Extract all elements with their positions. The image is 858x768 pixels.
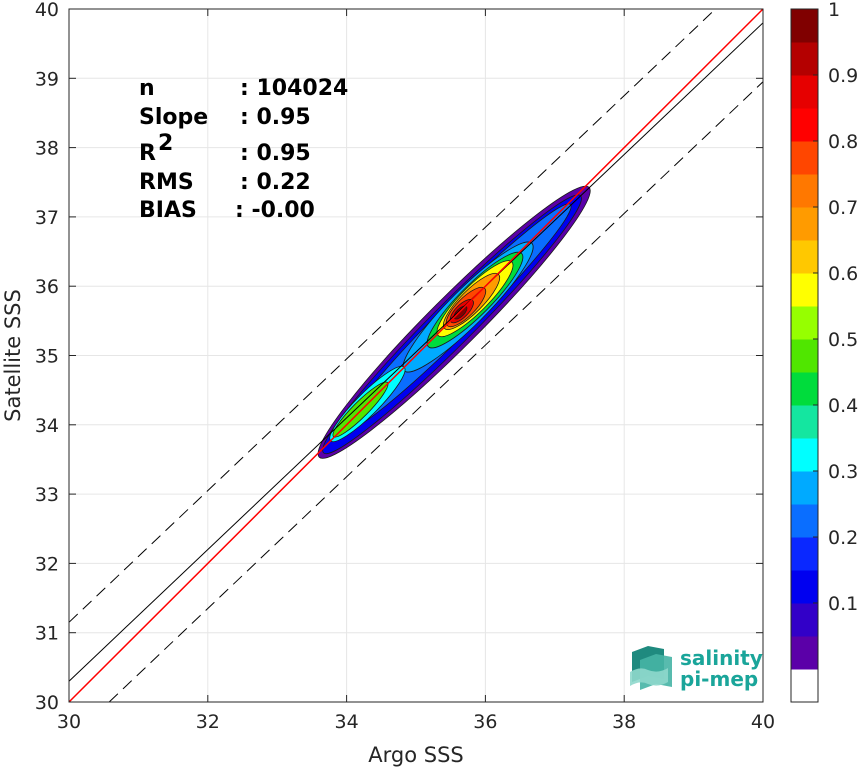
- x-tick-label: 32: [196, 711, 220, 733]
- y-tick-label: 36: [35, 276, 59, 298]
- colorbar-tick-label: 0.7: [828, 197, 858, 219]
- regression-line: [68, 22, 764, 682]
- stat-value: : 0.22: [240, 170, 311, 195]
- stat-value: : 0.95: [240, 141, 311, 166]
- x-tick-label: 40: [751, 711, 775, 733]
- y-tick-label: 30: [35, 692, 59, 714]
- colorbar-bin: [791, 471, 818, 505]
- colorbar-tick-label: 0.4: [828, 395, 858, 417]
- colorbar-bin: [791, 75, 818, 109]
- y-tick-label: 38: [35, 138, 59, 160]
- colorbar-tick-label: 0.1: [828, 593, 858, 615]
- y-tick-label: 35: [35, 346, 59, 368]
- colorbar-bin: [791, 141, 818, 175]
- y-tick-label: 33: [35, 484, 59, 506]
- colorbar-bin: [791, 174, 818, 208]
- density-contours: [317, 185, 591, 459]
- colorbar-bin: [791, 438, 818, 472]
- confidence-bound-line: [68, 8, 716, 623]
- colorbar-bin: [791, 603, 818, 637]
- colorbar-bin: [791, 9, 818, 43]
- x-tick-label: 36: [473, 711, 497, 733]
- colorbar-tick-label: 0.9: [828, 65, 858, 87]
- colorbar-bin: [791, 42, 818, 76]
- y-tick-label: 34: [35, 415, 59, 437]
- axis-ticks: 30 32 34 36 38 40 30 31 32 33 34 35 36 37 38 39 40: [35, 0, 775, 733]
- colorbar-tick-label: 0.2: [828, 527, 858, 549]
- logo-text-line1: salinity: [680, 646, 763, 670]
- colorbar-bin: [791, 108, 818, 142]
- colorbar-bin: [791, 273, 818, 307]
- colorbar: 0.1 0.2 0.3 0.4 0.5 0.6 0.7 0.8 0.9 1: [790, 0, 858, 703]
- stat-superscript: 2: [158, 131, 173, 156]
- colorbar-bin: [791, 405, 818, 439]
- stat-value: : 104024: [240, 76, 348, 101]
- colorbar-bin: [791, 504, 818, 538]
- colorbar-tick-label: 0.6: [828, 263, 858, 285]
- stat-value: : 0.95: [240, 105, 311, 130]
- stat-name: n: [139, 76, 155, 101]
- x-tick-label: 38: [612, 711, 636, 733]
- y-tick-label: 40: [35, 0, 59, 21]
- stat-name: Slope: [139, 105, 208, 130]
- colorbar-frame: [790, 8, 819, 703]
- colorbar-bin: [791, 240, 818, 274]
- contour-level-10: [453, 305, 468, 320]
- logo-wave-icon: [630, 646, 672, 690]
- x-tick-label: 34: [335, 711, 359, 733]
- x-axis-label: Argo SSS: [368, 743, 463, 767]
- y-tick-label: 32: [35, 553, 59, 575]
- colorbar-tick-label: 1: [828, 0, 840, 21]
- stats-box: n : 104024 Slope : 0.95 R 2 : 0.95 RMS : 0.22 BIA…: [139, 76, 348, 223]
- logo-text-line2: pi-mep: [680, 667, 758, 691]
- y-tick-label: 31: [35, 623, 59, 645]
- colorbar-bin: [791, 570, 818, 604]
- colorbar-bin: [791, 669, 818, 703]
- colorbar-bin: [791, 372, 818, 406]
- colorbar-tick-label: 0.8: [828, 131, 858, 153]
- stat-name: R: [139, 141, 156, 166]
- one-to-one-line: [68, 8, 764, 703]
- colorbar-bin: [791, 207, 818, 241]
- stat-name: RMS: [139, 170, 194, 195]
- x-tick-label: 30: [57, 711, 81, 733]
- confidence-bound-line: [108, 81, 764, 703]
- colorbar-bin: [791, 537, 818, 571]
- y-axis-label: Satellite SSS: [1, 289, 25, 422]
- salinity-pimep-logo: salinity pi-mep: [630, 646, 763, 691]
- contour-level-6a: [332, 381, 389, 438]
- y-tick-label: 37: [35, 207, 59, 229]
- reference-lines: [68, 8, 764, 703]
- colorbar-bin: [791, 636, 818, 670]
- colorbar-tick-label: 0.3: [828, 461, 858, 483]
- stat-name: BIAS: [139, 198, 197, 223]
- y-tick-label: 39: [35, 68, 59, 90]
- colorbar-bin: [791, 306, 818, 340]
- colorbar-bin: [791, 339, 818, 373]
- stat-value: : -0.00: [235, 198, 315, 223]
- colorbar-tick-label: 0.5: [828, 329, 858, 351]
